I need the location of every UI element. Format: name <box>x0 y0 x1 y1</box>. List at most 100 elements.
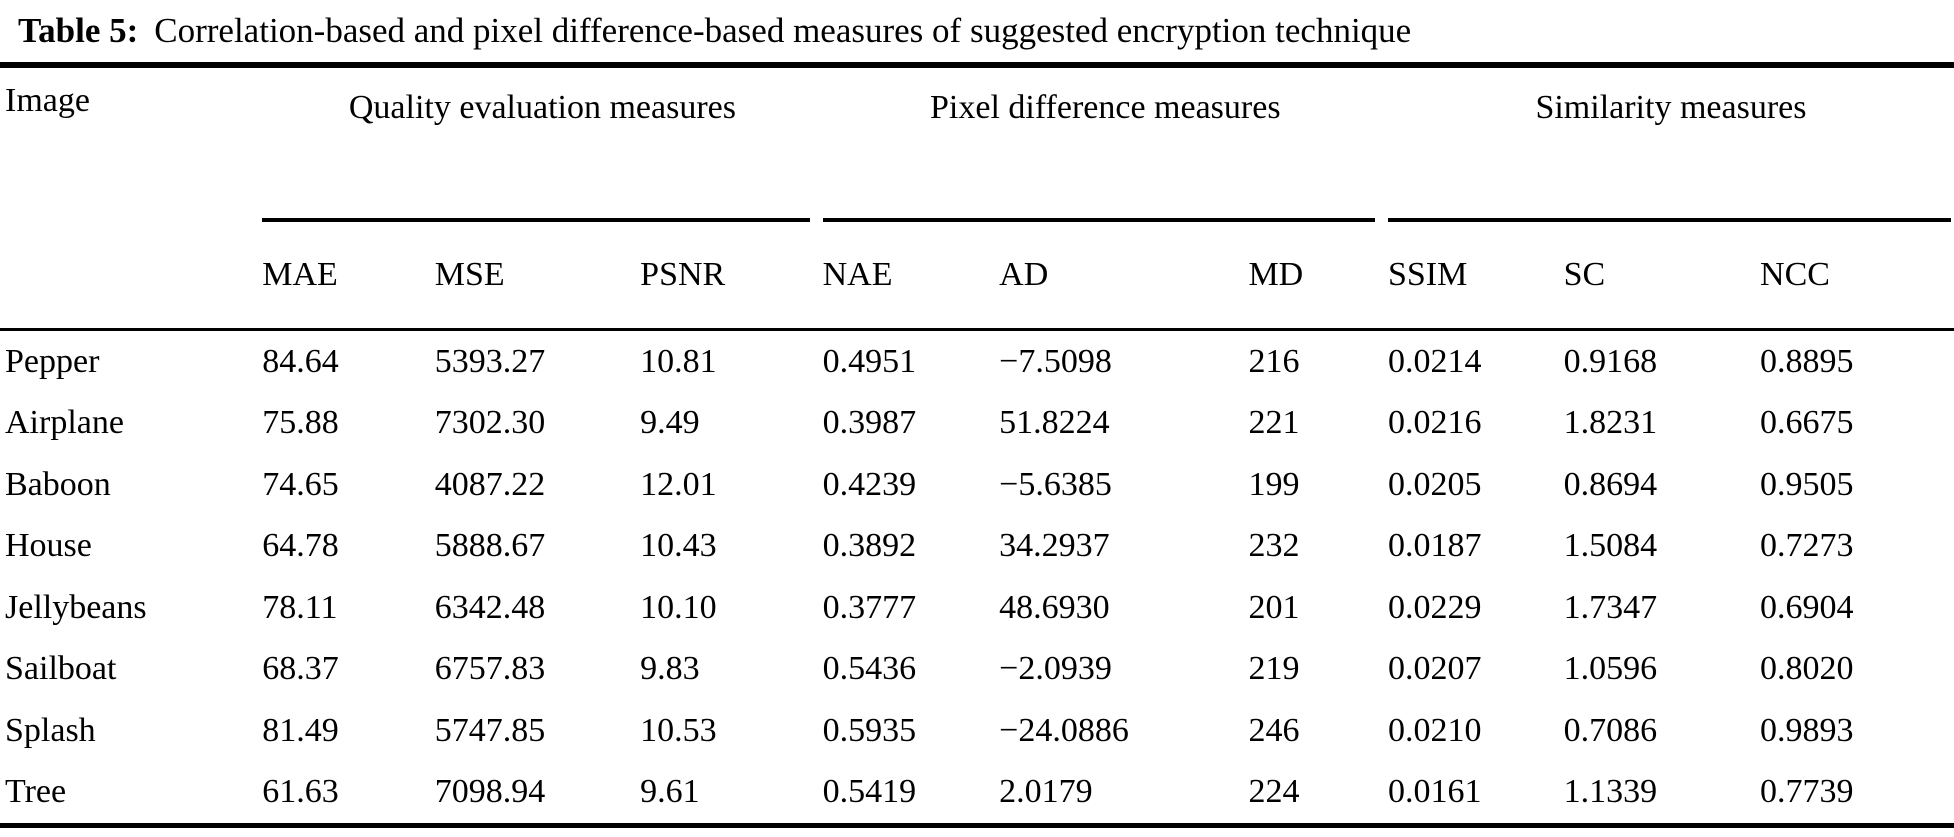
table-cell: 0.0207 <box>1387 650 1482 688</box>
table-body: Pepper 84.64 5393.27 10.81 0.4951 −7.5098 216 0… <box>0 331 1954 823</box>
table-cell: 7098.94 <box>434 773 546 811</box>
table-cell: 0.9505 <box>1760 465 1854 503</box>
table-cell: 75.88 <box>262 404 339 442</box>
column-header-ncc: NCC <box>1760 256 1830 293</box>
group-underline-pixel-difference <box>822 218 1375 222</box>
table-cell: 81.49 <box>262 711 339 749</box>
table-cell: 10.43 <box>640 527 717 565</box>
table-cell: 224 <box>1248 773 1300 811</box>
table-top-rule <box>0 62 1954 68</box>
table-cell: 34.2937 <box>999 527 1110 565</box>
table-cell: 221 <box>1248 404 1300 442</box>
table-cell: 0.3892 <box>822 527 917 565</box>
group-underline-quality-evaluation <box>262 218 810 222</box>
table-cell: 48.6930 <box>999 588 1110 626</box>
table-bottom-rule <box>0 823 1954 828</box>
table-subheader-row: MAE MSE PSNR NAE AD MD SSIM SC NCC <box>0 222 1954 328</box>
table-cell: 199 <box>1248 465 1300 503</box>
column-header-ssim: SSIM <box>1387 256 1468 293</box>
table-cell: 1.7347 <box>1563 588 1658 626</box>
table-group-header-row: Image Quality evaluation measures Pixel … <box>0 68 1954 218</box>
table-cell: 6342.48 <box>434 588 546 626</box>
row-label: Sailboat <box>5 650 117 688</box>
row-label: Tree <box>5 773 67 811</box>
table-cell: 7302.30 <box>434 404 546 442</box>
column-header-mse: MSE <box>434 256 505 293</box>
table-cell: 0.0216 <box>1387 404 1482 442</box>
column-header-psnr: PSNR <box>640 256 726 293</box>
table-cell: 0.0229 <box>1387 588 1482 626</box>
table-cell: −24.0886 <box>999 711 1129 749</box>
table-cell: 0.5935 <box>822 711 917 749</box>
table-cell: 0.6675 <box>1760 404 1854 442</box>
group-header-quality-evaluation: Quality evaluation measures <box>262 82 822 135</box>
table-cell: 9.83 <box>640 650 700 688</box>
table-cell: 0.0210 <box>1387 711 1482 749</box>
table-row: Airplane 75.88 7302.30 9.49 0.3987 51.8224 221… <box>0 393 1954 455</box>
table-row: Jellybeans 78.11 6342.48 10.10 0.3777 48.6930… <box>0 577 1954 639</box>
table-cell: 0.8020 <box>1760 650 1854 688</box>
table-cell: 0.7086 <box>1563 711 1658 749</box>
table-row: Tree 61.63 7098.94 9.61 0.5419 2.0179 224 0.016… <box>0 762 1954 824</box>
table-cell: 10.10 <box>640 588 717 626</box>
column-header-mae: MAE <box>262 256 338 293</box>
table-cell: 0.5419 <box>822 773 917 811</box>
table-caption-text: Correlation-based and pixel difference-b… <box>154 11 1412 50</box>
row-label: Baboon <box>5 465 111 503</box>
table-cell: 0.0214 <box>1387 342 1482 380</box>
table-cell: 0.8895 <box>1760 342 1854 380</box>
table-cell: 1.5084 <box>1563 527 1658 565</box>
table-cell: 0.4239 <box>822 465 917 503</box>
table-cell: 68.37 <box>262 650 339 688</box>
group-header-label: Quality evaluation measures <box>348 89 736 126</box>
table-cell: 0.5436 <box>822 650 917 688</box>
table-cell: 10.81 <box>640 342 717 380</box>
table-cell: 1.8231 <box>1563 404 1658 442</box>
table-row: Baboon 74.65 4087.22 12.01 0.4239 −5.6385 199 0… <box>0 454 1954 516</box>
table-cell: 10.53 <box>640 711 717 749</box>
table-cell: 9.61 <box>640 773 700 811</box>
column-header-nae: NAE <box>822 256 893 293</box>
table-cell: 1.0596 <box>1563 650 1658 688</box>
table-cell: 0.4951 <box>822 342 917 380</box>
table-cell: 12.01 <box>640 465 717 503</box>
column-header-sc: SC <box>1563 256 1606 293</box>
column-header-ad: AD <box>999 256 1049 293</box>
table-cell: 0.8694 <box>1563 465 1658 503</box>
table-cell: 78.11 <box>262 588 338 626</box>
table-cell: 246 <box>1248 711 1300 749</box>
table-cell: 0.9168 <box>1563 342 1658 380</box>
table-cell: 6757.83 <box>434 650 546 688</box>
table-cell: 0.0161 <box>1387 773 1482 811</box>
table-cell: 51.8224 <box>999 404 1110 442</box>
table-row: House 64.78 5888.67 10.43 0.3892 34.2937 232 0.… <box>0 516 1954 578</box>
table-cell: 5393.27 <box>434 342 546 380</box>
table-row: Pepper 84.64 5393.27 10.81 0.4951 −7.5098 216 0… <box>0 331 1954 393</box>
group-underline-row <box>0 218 1954 222</box>
table-cell: 64.78 <box>262 527 339 565</box>
table-caption-label: Table 5: <box>18 11 139 50</box>
row-label: Airplane <box>5 404 124 442</box>
row-label: Splash <box>5 711 96 749</box>
table-cell: 61.63 <box>262 773 339 811</box>
table-cell: 5747.85 <box>434 711 546 749</box>
table-cell: 4087.22 <box>434 465 546 503</box>
table-cell: 0.0205 <box>1387 465 1482 503</box>
table-cell: −7.5098 <box>999 342 1112 380</box>
table-cell: 9.49 <box>640 404 700 442</box>
table-cell: 0.0187 <box>1387 527 1482 565</box>
row-label: House <box>5 527 92 565</box>
column-header-md: MD <box>1248 256 1304 293</box>
group-header-label: Pixel difference measures <box>930 89 1281 126</box>
table-caption: Table 5: Correlation-based and pixel diff… <box>0 0 1954 62</box>
table-cell: 5888.67 <box>434 527 546 565</box>
table-cell: 1.1339 <box>1563 773 1658 811</box>
group-header-label: Similarity measures <box>1535 89 1807 126</box>
table-cell: 0.9893 <box>1760 711 1854 749</box>
table-cell: −5.6385 <box>999 465 1112 503</box>
table-cell: −2.0939 <box>999 650 1112 688</box>
table-cell: 0.7739 <box>1760 773 1854 811</box>
table-header-rule <box>0 328 1954 331</box>
group-header-similarity: Similarity measures <box>1388 82 1954 135</box>
